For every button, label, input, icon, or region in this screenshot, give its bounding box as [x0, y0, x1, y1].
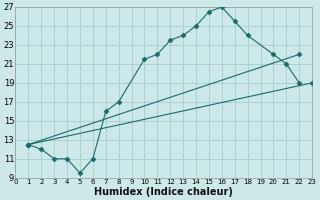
X-axis label: Humidex (Indice chaleur): Humidex (Indice chaleur)	[94, 187, 233, 197]
